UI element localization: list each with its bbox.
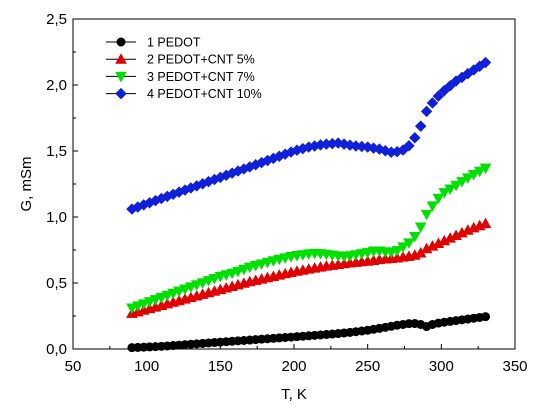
series-1 — [127, 312, 491, 353]
data-point — [149, 295, 162, 306]
y-tick-label: 2,0 — [46, 77, 67, 94]
data-point — [190, 280, 203, 291]
legend-label: 1 PEDOT — [147, 36, 201, 50]
data-point — [132, 301, 144, 312]
data-point — [414, 222, 427, 233]
data-point — [432, 193, 445, 205]
data-point — [409, 231, 421, 243]
data-point — [456, 177, 468, 188]
legend-marker — [116, 37, 126, 47]
data-point — [167, 288, 179, 300]
data-point — [462, 173, 474, 184]
data-point — [202, 276, 215, 287]
data-point — [481, 312, 491, 322]
data-point — [467, 169, 480, 181]
y-axis-ticks: 0,0 0,5 1,0 1,5 2,0 2,5 — [46, 11, 78, 358]
data-point — [208, 273, 221, 285]
data-point — [444, 184, 456, 195]
data-point — [126, 303, 138, 314]
data-point — [391, 246, 403, 257]
data-point — [414, 120, 427, 132]
data-point — [403, 139, 415, 152]
x-tick-label: 200 — [281, 358, 306, 375]
series-4 — [126, 56, 492, 215]
data-point — [420, 209, 433, 221]
data-point — [173, 286, 185, 298]
data-point — [409, 132, 421, 144]
legend-label: 3 PEDOT+CNT 7% — [147, 70, 255, 84]
data-point — [426, 201, 439, 212]
y-tick-label: 1,0 — [46, 209, 67, 226]
data-point — [479, 217, 492, 229]
data-point — [185, 282, 197, 293]
data-point — [161, 290, 174, 302]
data-point — [397, 242, 409, 253]
data-point — [479, 163, 492, 175]
y-axis-title: G, mSm — [18, 157, 35, 212]
data-point — [403, 238, 415, 249]
data-point — [426, 97, 439, 109]
legend: 1 PEDOT 2 PEDOT+CNT 5% 3 PEDOT+CNT 7% 4 PED… — [106, 36, 262, 101]
legend-label: 4 PEDOT+CNT 10% — [147, 87, 262, 101]
legend-marker — [115, 87, 127, 100]
data-point — [473, 166, 486, 178]
series-3 — [126, 163, 492, 314]
y-tick-label: 0,5 — [46, 275, 67, 292]
x-axis-title: T, K — [281, 386, 307, 403]
series-layer — [126, 56, 492, 353]
series-2 — [126, 217, 492, 318]
data-point — [179, 284, 191, 295]
data-point — [432, 90, 445, 102]
x-tick-label: 300 — [429, 358, 454, 375]
x-axis-ticks: 50 100 150 200 250 300 350 — [65, 344, 528, 375]
y-tick-label: 2,5 — [46, 11, 67, 28]
data-point — [232, 266, 244, 278]
x-tick-label: 350 — [502, 358, 527, 375]
y-tick-label: 0,0 — [46, 341, 67, 358]
y-tick-label: 1,5 — [46, 143, 67, 160]
legend-marker — [115, 71, 127, 83]
data-point — [155, 292, 168, 304]
data-point — [420, 105, 433, 118]
x-tick-label: 100 — [134, 358, 159, 375]
x-tick-label: 150 — [208, 358, 233, 375]
legend-label: 2 PEDOT+CNT 5% — [147, 53, 255, 67]
x-tick-label: 250 — [355, 358, 380, 375]
data-point — [137, 299, 150, 310]
data-point — [438, 188, 451, 199]
data-point — [450, 180, 462, 192]
data-point — [238, 264, 250, 276]
data-point — [196, 278, 209, 289]
data-point — [479, 56, 492, 69]
x-tick-label: 50 — [65, 358, 82, 375]
legend-marker — [115, 53, 127, 64]
data-point — [143, 297, 156, 308]
